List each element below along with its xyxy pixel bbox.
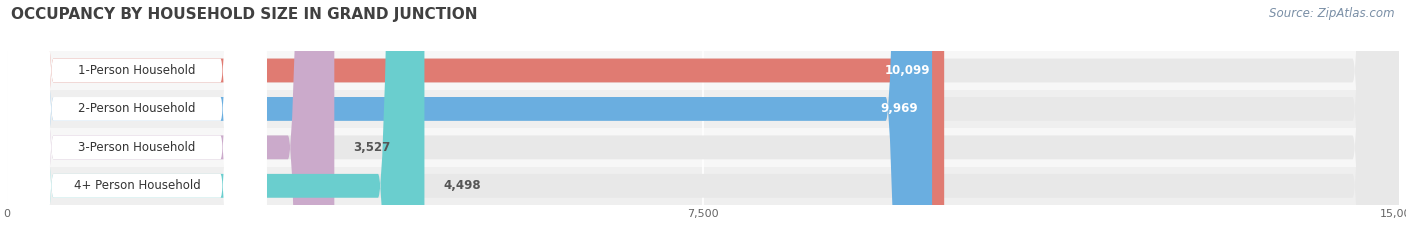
FancyBboxPatch shape	[7, 0, 267, 233]
Text: 4+ Person Household: 4+ Person Household	[73, 179, 200, 192]
Text: 2-Person Household: 2-Person Household	[79, 103, 195, 115]
FancyBboxPatch shape	[7, 0, 932, 233]
Text: Source: ZipAtlas.com: Source: ZipAtlas.com	[1270, 7, 1395, 20]
FancyBboxPatch shape	[7, 0, 1399, 233]
FancyBboxPatch shape	[7, 167, 1399, 205]
FancyBboxPatch shape	[7, 0, 267, 233]
FancyBboxPatch shape	[7, 0, 1399, 233]
FancyBboxPatch shape	[7, 0, 945, 233]
Text: 4,498: 4,498	[443, 179, 481, 192]
Text: 3-Person Household: 3-Person Household	[79, 141, 195, 154]
FancyBboxPatch shape	[7, 0, 267, 233]
FancyBboxPatch shape	[7, 0, 267, 233]
FancyBboxPatch shape	[7, 128, 1399, 167]
Text: 9,969: 9,969	[880, 103, 918, 115]
FancyBboxPatch shape	[7, 51, 1399, 90]
Text: 1-Person Household: 1-Person Household	[79, 64, 195, 77]
Text: OCCUPANCY BY HOUSEHOLD SIZE IN GRAND JUNCTION: OCCUPANCY BY HOUSEHOLD SIZE IN GRAND JUN…	[11, 7, 478, 22]
FancyBboxPatch shape	[7, 0, 1399, 233]
Text: 3,527: 3,527	[353, 141, 389, 154]
FancyBboxPatch shape	[7, 0, 425, 233]
Text: 10,099: 10,099	[884, 64, 931, 77]
FancyBboxPatch shape	[7, 0, 335, 233]
FancyBboxPatch shape	[7, 0, 1399, 233]
FancyBboxPatch shape	[7, 90, 1399, 128]
